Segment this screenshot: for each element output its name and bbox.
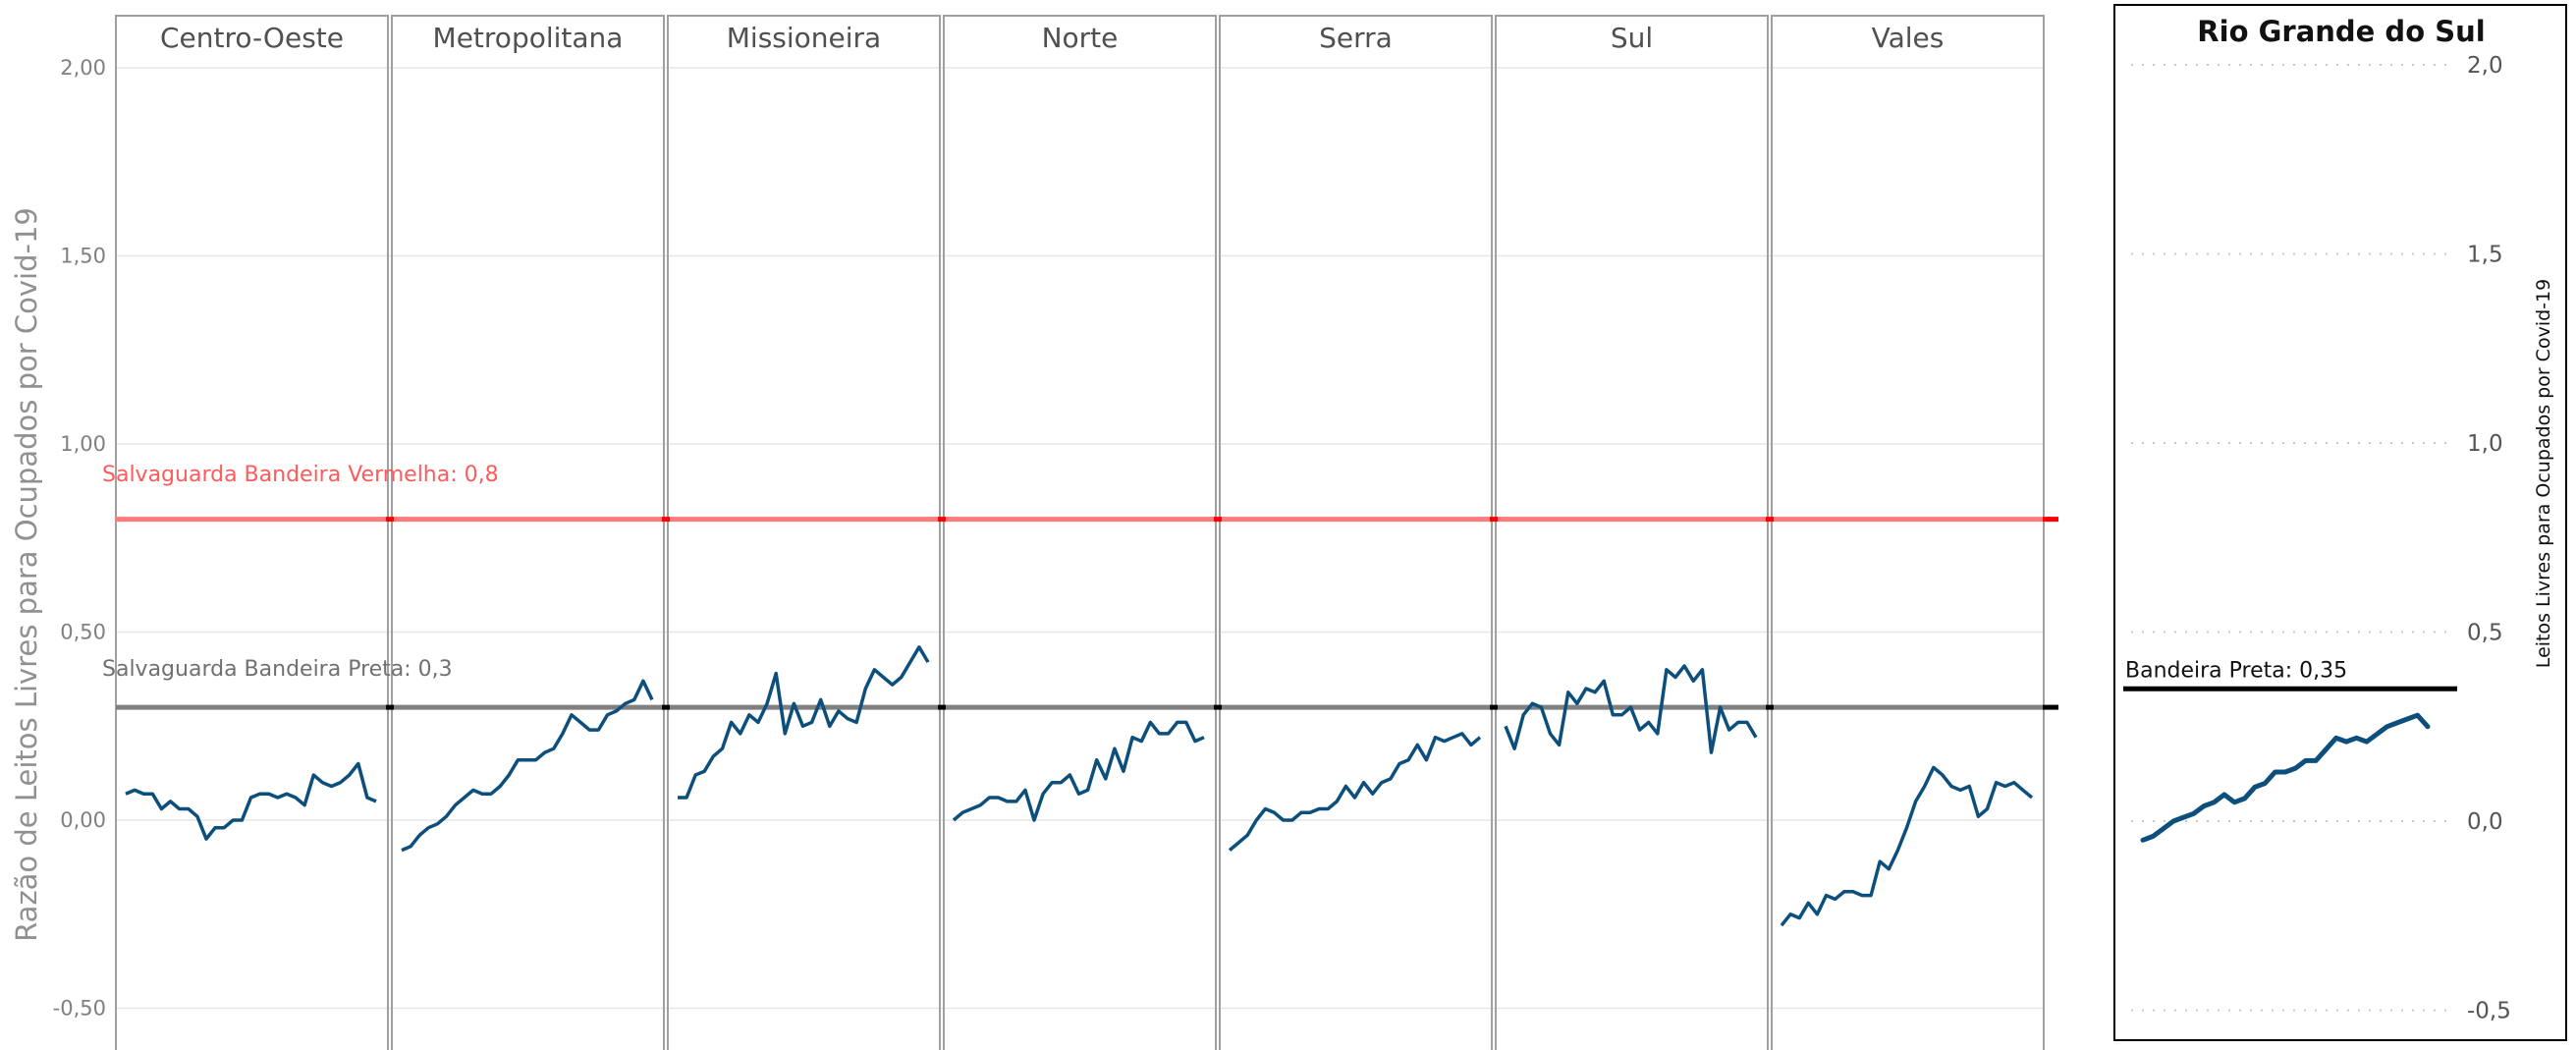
black-flag-marker <box>1214 704 1222 710</box>
rs-y-tick-label: -0,5 <box>2467 999 2511 1024</box>
y-tick-label: 1,50 <box>60 245 106 268</box>
series-line-serra <box>1228 732 1482 852</box>
y-axis-label: Razão de Leitos Livres para Ocupados por… <box>10 207 43 942</box>
rs-series-line <box>2140 712 2431 843</box>
series-line-metropolitana <box>401 679 654 853</box>
y-tick-label: 1,00 <box>60 432 106 456</box>
black-flag-marker <box>2043 704 2058 710</box>
panel-title: Centro-Oeste <box>160 22 344 54</box>
red-flag-marker <box>938 517 946 523</box>
y-tick-label: 0,50 <box>60 621 106 644</box>
panel-frame <box>1495 15 1769 1050</box>
rs-y-tick-label: 1,0 <box>2467 431 2503 457</box>
rs-black-flag-label: Bandeira Preta: 0,35 <box>2125 658 2347 683</box>
black-flag-marker <box>1766 704 1774 710</box>
series-line-sul <box>1504 664 1758 754</box>
panel-title: Norte <box>1042 22 1119 54</box>
panel-title: Metropolitana <box>433 22 624 54</box>
series-line-missioneira <box>678 645 930 800</box>
panel-title: Sul <box>1611 22 1653 54</box>
series-line-vales <box>1780 765 2034 927</box>
red-flag-label: Salvaguarda Bandeira Vermelha: 0,8 <box>102 463 499 487</box>
rio-grande-do-sul-title: Rio Grande do Sul <box>2197 15 2485 48</box>
panel-frame <box>1219 15 1493 1050</box>
black-flag-label: Salvaguarda Bandeira Preta: 0,3 <box>102 657 453 682</box>
rio-grande-do-sul-card: Rio Grande do Sul 2,0 1,5 1,0 0,5 0,0 -0,5 Leit… <box>2113 4 2567 1041</box>
panel-title: Serra <box>1319 22 1393 54</box>
panel-frame <box>1771 15 2045 1050</box>
regional-chart: 2,00 1,50 1,00 0,50 0,00 -0,50 Razão de Leitos… <box>10 15 2058 1050</box>
red-flag-marker <box>1214 517 1222 523</box>
black-flag-marker <box>938 704 946 710</box>
black-flag-marker <box>386 704 394 710</box>
series-line-centro-oeste <box>125 761 377 841</box>
rs-y-axis-label: Leitos Livres para Ocupados por Covid-19 <box>2533 279 2554 668</box>
rs-y-tick-label: 1,5 <box>2467 243 2503 268</box>
black-flag-marker <box>662 704 670 710</box>
panel-title: Missioneira <box>727 22 881 54</box>
rs-y-tick-label: 0,5 <box>2467 621 2503 646</box>
rs-y-tick-label: 0,0 <box>2467 809 2503 835</box>
panel-frame <box>115 15 389 1050</box>
panel-frame <box>391 15 665 1050</box>
panel-frame <box>667 15 941 1050</box>
panel-frame <box>943 15 1217 1050</box>
y-tick-label: 2,00 <box>60 56 106 80</box>
red-flag-marker <box>2043 517 2058 523</box>
y-tick-label: -0,50 <box>53 997 106 1021</box>
black-flag-marker <box>1490 704 1498 710</box>
red-flag-marker <box>386 517 394 523</box>
red-flag-marker <box>1490 517 1498 523</box>
red-flag-marker <box>1766 517 1774 523</box>
series-line-norte <box>952 720 1205 822</box>
rs-y-tick-label: 2,0 <box>2467 53 2503 79</box>
red-flag-marker <box>662 517 670 523</box>
y-tick-label: 0,00 <box>60 808 106 832</box>
panel-title: Vales <box>1872 22 1945 54</box>
rio-grande-do-sul-chart: Rio Grande do Sul 2,0 1,5 1,0 0,5 0,0 -0,5 Leit… <box>2123 15 2554 1024</box>
